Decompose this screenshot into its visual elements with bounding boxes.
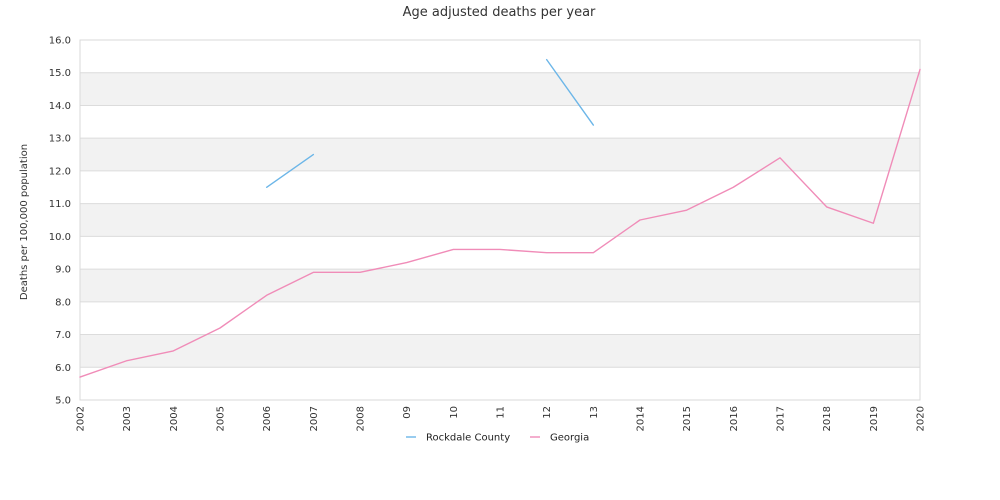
grid-band (80, 203, 920, 237)
x-tick-label: 10 (449, 406, 460, 419)
y-tick-label: 7.0 (55, 330, 71, 341)
legend-label: Georgia (550, 433, 589, 444)
x-tick-label: 2018 (822, 406, 833, 431)
x-tick-label: 2007 (309, 406, 320, 431)
y-tick-label: 8.0 (55, 297, 71, 308)
series-lines (79, 58, 921, 378)
y-tick-label: 5.0 (55, 396, 71, 407)
x-tick-label: 2015 (682, 406, 693, 431)
grid-band (80, 269, 920, 302)
x-axis-ticks: 2002 2003 2004 2005 2006 2007 2008 09 10 11 12 13 20… (76, 406, 927, 431)
y-tick-label: 10.0 (49, 232, 71, 243)
x-tick-label: 2002 (76, 406, 87, 431)
chart-title: Age adjusted deaths per year (403, 5, 596, 20)
y-tick-label: 16.0 (49, 36, 71, 47)
y-tick-label: 13.0 (49, 134, 71, 145)
grid-band (80, 138, 920, 171)
y-tick-label: 6.0 (55, 363, 71, 374)
x-tick-label: 2016 (729, 406, 740, 431)
x-tick-label: 2020 (916, 406, 927, 431)
x-tick-label: 11 (496, 406, 507, 419)
x-tick-label: 2019 (869, 406, 880, 431)
series-line (79, 68, 921, 378)
x-tick-label: 2004 (169, 406, 180, 431)
x-tick-label: 09 (402, 406, 413, 419)
y-tick-label: 9.0 (55, 265, 71, 276)
x-tick-label: 2003 (122, 406, 133, 431)
grid-band (80, 334, 920, 368)
x-tick-label: 2006 (262, 406, 273, 431)
x-tick-label: 2008 (356, 406, 367, 431)
series-line (265, 58, 595, 188)
y-axis-ticks: 5.0 6.0 7.0 8.0 9.0 10.0 11.0 12.0 13.0 14.0 15.0 1… (49, 36, 71, 407)
x-tick-label: 2005 (216, 406, 227, 431)
x-tick-label: 2014 (636, 406, 647, 431)
x-tick-label: 2017 (776, 406, 787, 431)
grid-band (80, 72, 920, 106)
grid-bands (80, 72, 920, 368)
y-tick-label: 15.0 (49, 68, 71, 79)
y-axis-label: Deaths per 100,000 population (19, 144, 30, 300)
y-tick-label: 14.0 (49, 101, 71, 112)
x-tick-label: 12 (542, 406, 553, 419)
plot-frame (79, 39, 921, 401)
y-tick-label: 12.0 (49, 166, 71, 177)
legend: Rockdale County Georgia (406, 433, 589, 444)
x-tick-label: 13 (589, 406, 600, 419)
legend-label: Rockdale County (426, 433, 510, 444)
y-tick-label: 11.0 (49, 199, 71, 210)
